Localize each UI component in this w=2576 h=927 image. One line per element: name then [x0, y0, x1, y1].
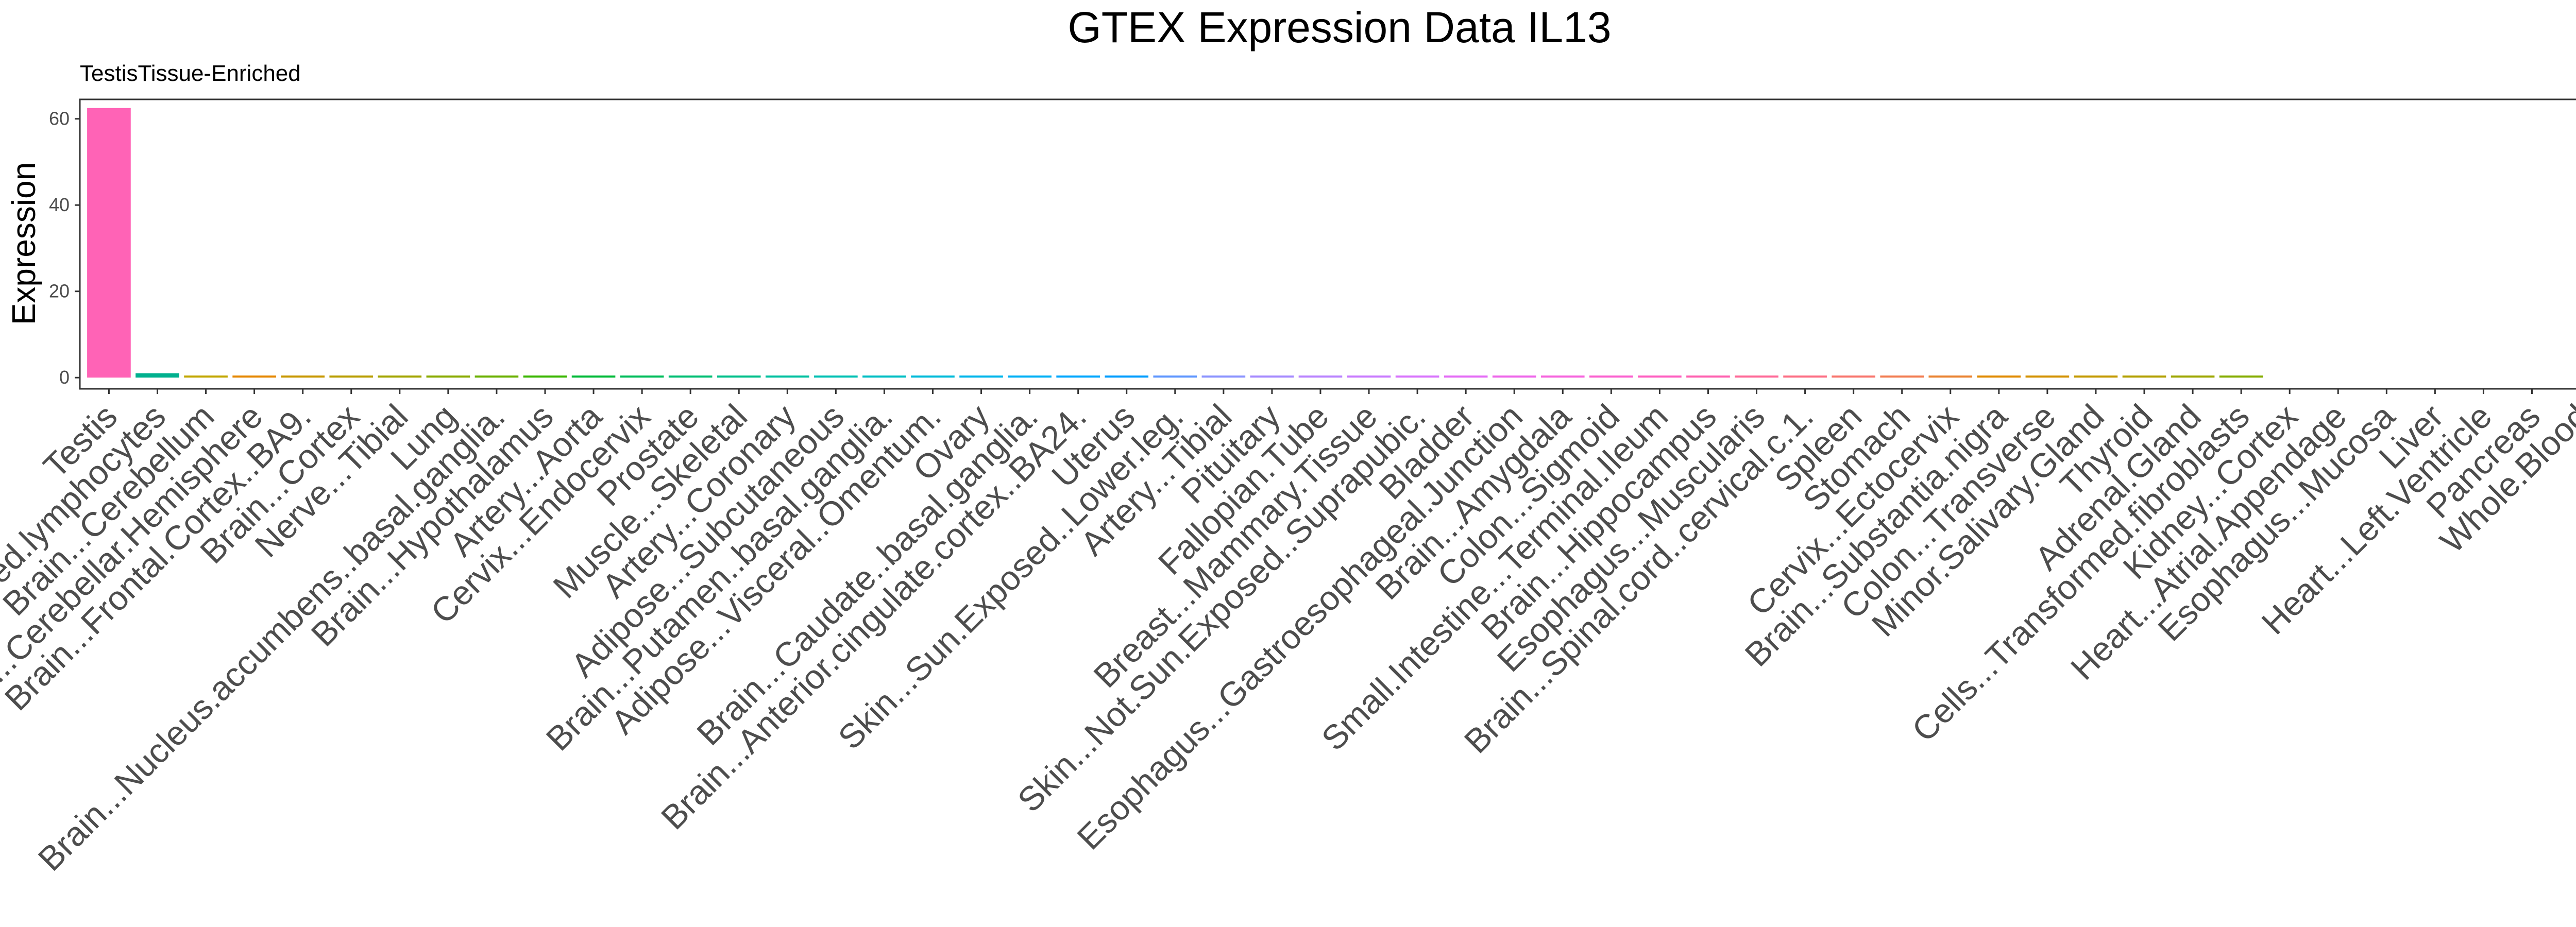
- bar-colon-sigmoid: [1589, 375, 1633, 378]
- x-axis: TestisCells...EBV.transformed.lymphocyte…: [0, 389, 2576, 878]
- bar-nerve-tibial: [378, 375, 422, 378]
- bar-artery-tibial: [1201, 375, 1246, 378]
- bar-brain-substantia-nigra: [1977, 375, 2021, 378]
- bar-esophagus-gastroesophageal-junction: [1492, 375, 1536, 378]
- chart-title: GTEX Expression Data IL13: [1067, 3, 1611, 52]
- bar-brain-amygdala: [1540, 375, 1585, 378]
- bar-artery-coronary: [765, 375, 809, 378]
- y-tick-label: 0: [59, 367, 70, 388]
- bar-skin-not-sun-exposed-suprapubic: [1395, 375, 1439, 378]
- bar-adipose-subcutaneous: [814, 375, 858, 378]
- bar-prostate: [668, 375, 713, 378]
- bar-colon-transverse: [2025, 375, 2070, 378]
- bar-artery-aorta: [571, 375, 616, 378]
- bar-brain-anterior-cingulate-cortex-ba24: [1056, 375, 1100, 378]
- bar-brain-hypothalamus: [523, 375, 567, 378]
- bar-brain-nucleus-accumbens-basal-ganglia: [474, 375, 519, 378]
- chart-subtitle: TestisTissue-Enriched: [80, 61, 301, 86]
- bar-small-intestine-terminal-ileum: [1638, 375, 1682, 378]
- y-tick-label: 20: [49, 281, 70, 302]
- bar-adipose-visceral-omentum: [911, 375, 955, 378]
- bar-ovary: [959, 375, 1003, 378]
- bar-breast-mammary-tissue: [1347, 375, 1391, 378]
- bar-pituitary: [1250, 375, 1294, 378]
- bar-brain-spinal-cord-cervical-c-1: [1783, 375, 1827, 378]
- bar-thyroid: [2122, 375, 2166, 378]
- bar-brain-hippocampus: [1686, 375, 1730, 378]
- bar-testis: [87, 108, 131, 378]
- bar-brain-cerebellum: [184, 375, 228, 378]
- bar-esophagus-muscularis: [1735, 375, 1778, 378]
- bar-spleen: [1832, 375, 1875, 378]
- bar-minor-salivary-gland: [2074, 375, 2118, 378]
- bar-muscle-skeletal: [717, 375, 761, 378]
- bars-layer: [87, 108, 2263, 378]
- bar-bladder: [1444, 375, 1488, 378]
- bar-cervix-endocervix: [620, 375, 664, 378]
- bar-fallopian-tube: [1298, 375, 1343, 378]
- bar-cervix-ectocervix: [1928, 375, 1973, 378]
- bar-brain-cortex: [329, 375, 374, 378]
- bar-lung: [426, 375, 470, 378]
- bar-cells-ebv-transformed-lymphocytes: [135, 373, 179, 378]
- bar-uterus: [1105, 375, 1149, 378]
- y-tick-label: 60: [49, 108, 70, 129]
- y-axis: 0 20 40 60: [49, 108, 80, 388]
- bar-stomach: [1880, 375, 1924, 378]
- y-axis-label: Expression: [5, 162, 42, 325]
- bar-brain-frontal-cortex-ba9: [281, 375, 325, 378]
- bar-cells-transformed-fibroblasts: [2219, 375, 2263, 378]
- bar-brain-caudate-basal-ganglia: [1008, 375, 1052, 378]
- bar-brain-putamen-basal-ganglia: [862, 375, 906, 378]
- bar-skin-sun-exposed-lower-leg: [1153, 375, 1197, 378]
- plot-panel: [79, 98, 2576, 390]
- bar-adrenal-gland: [2171, 375, 2215, 378]
- bar-brain-cerebellar-hemisphere: [232, 375, 276, 378]
- y-tick-label: 40: [49, 194, 70, 215]
